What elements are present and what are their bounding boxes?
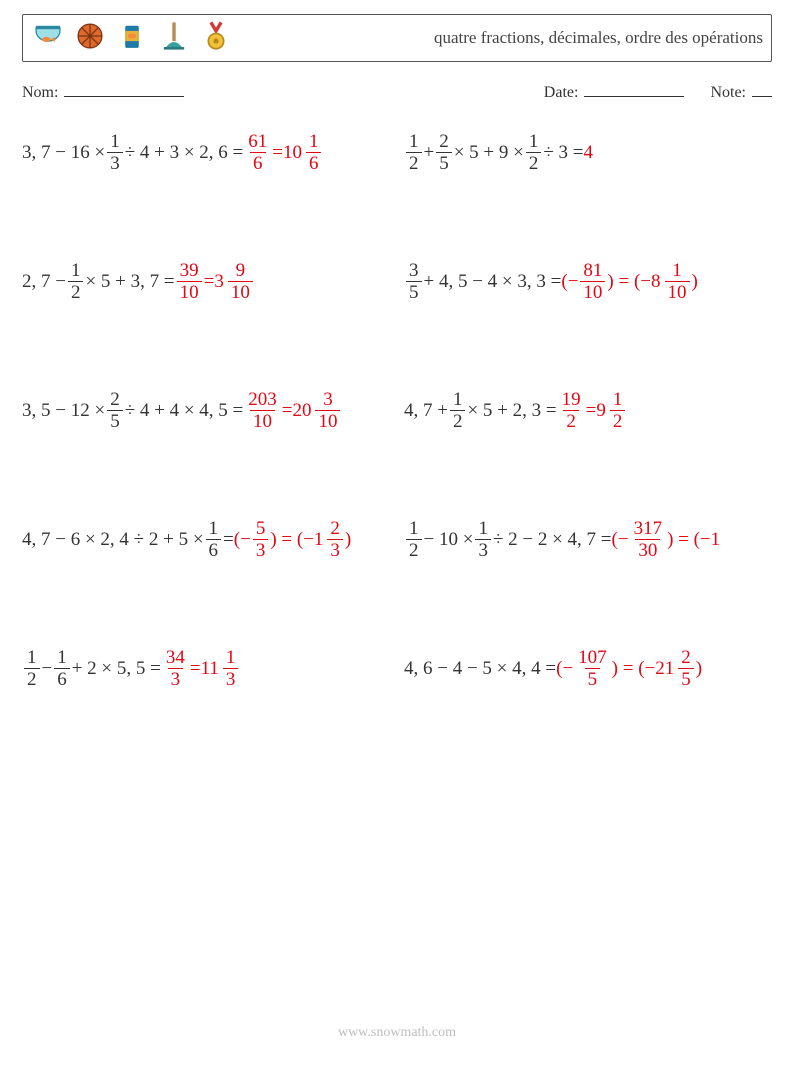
problem-expression: 12 − 10 × 13 ÷ 2 − 2 × 4, 7 = bbox=[404, 519, 612, 560]
problem: 3, 7 − 16 × 13 ÷ 4 + 3 × 2, 6 = 616 = 10… bbox=[22, 132, 390, 173]
problem-expression: 12 − 16 + 2 × 5, 5 = bbox=[22, 648, 161, 689]
problem-expression: 2, 7 − 12 × 5 + 3, 7 = bbox=[22, 261, 175, 302]
medal-icon bbox=[199, 19, 233, 58]
problem-expression: 35 + 4, 5 − 4 × 3, 3 = bbox=[404, 261, 561, 302]
meta-row: Nom: Date: Note: bbox=[22, 80, 772, 102]
problem: 12 − 16 + 2 × 5, 5 = 343 = 1113 bbox=[22, 648, 390, 689]
problem-expression: 3, 5 − 12 × 25 ÷ 4 + 4 × 4, 5 = bbox=[22, 390, 243, 431]
problem: 4, 7 − 6 × 2, 4 ÷ 2 + 5 × 16 = (−53) = (… bbox=[22, 519, 390, 560]
problem-answer: 343 = 1113 bbox=[161, 648, 241, 689]
problem-expression: 4, 7 − 6 × 2, 4 ÷ 2 + 5 × 16 = bbox=[22, 519, 234, 560]
problem: 12 − 10 × 13 ÷ 2 − 2 × 4, 7 = (−31730) =… bbox=[404, 519, 772, 560]
problem: 3, 5 − 12 × 25 ÷ 4 + 4 × 4, 5 = 20310 = … bbox=[22, 390, 390, 431]
problem: 2, 7 − 12 × 5 + 3, 7 = 3910 = 3910 bbox=[22, 261, 390, 302]
date-blank bbox=[584, 80, 684, 97]
problems-grid: 3, 7 − 16 × 13 ÷ 4 + 3 × 2, 6 = 616 = 10… bbox=[22, 132, 772, 689]
problem-answer: (−53) = (−123) bbox=[234, 519, 351, 560]
problem-expression: 3, 7 − 16 × 13 ÷ 4 + 3 × 2, 6 = bbox=[22, 132, 243, 173]
problem: 35 + 4, 5 − 4 × 3, 3 = (−8110) = (−8110) bbox=[404, 261, 772, 302]
header: quatre fractions, décimales, ordre des o… bbox=[22, 14, 772, 62]
problem: 12 + 25 × 5 + 9 × 12 ÷ 3 = 4 bbox=[404, 132, 772, 173]
problem-expression: 4, 6 − 4 − 5 × 4, 4 = bbox=[404, 658, 556, 680]
basketball-icon bbox=[73, 19, 107, 58]
can-icon bbox=[115, 19, 149, 58]
date-label: Date: bbox=[544, 84, 579, 102]
problem-expression: 12 + 25 × 5 + 9 × 12 ÷ 3 = bbox=[404, 132, 584, 173]
nom-blank bbox=[64, 80, 184, 97]
problem-answer: 616 = 1016 bbox=[243, 132, 323, 173]
note-label: Note: bbox=[710, 84, 746, 102]
problem: 4, 6 − 4 − 5 × 4, 4 = (−1075) = (−2125) bbox=[404, 648, 772, 689]
plunger-icon bbox=[157, 19, 191, 58]
problem-answer: (−31730) = (−1 bbox=[612, 519, 721, 560]
problem-answer: 20310 = 20310 bbox=[243, 390, 342, 431]
problem-answer: (−1075) = (−2125) bbox=[556, 648, 702, 689]
worksheet-title: quatre fractions, décimales, ordre des o… bbox=[434, 28, 763, 48]
problem-answer: 192 = 912 bbox=[557, 390, 628, 431]
fishbowl-icon bbox=[31, 19, 65, 58]
problem-answer: 4 bbox=[584, 142, 594, 164]
footer-url: www.snowmath.com bbox=[0, 1025, 794, 1041]
problem-answer: 3910 = 3910 bbox=[175, 261, 255, 302]
problem: 4, 7 + 12 × 5 + 2, 3 = 192 = 912 bbox=[404, 390, 772, 431]
nom-label: Nom: bbox=[22, 84, 58, 102]
header-icons bbox=[31, 19, 233, 58]
note-blank bbox=[752, 80, 772, 97]
problem-expression: 4, 7 + 12 × 5 + 2, 3 = bbox=[404, 390, 557, 431]
problem-answer: (−8110) = (−8110) bbox=[561, 261, 697, 302]
